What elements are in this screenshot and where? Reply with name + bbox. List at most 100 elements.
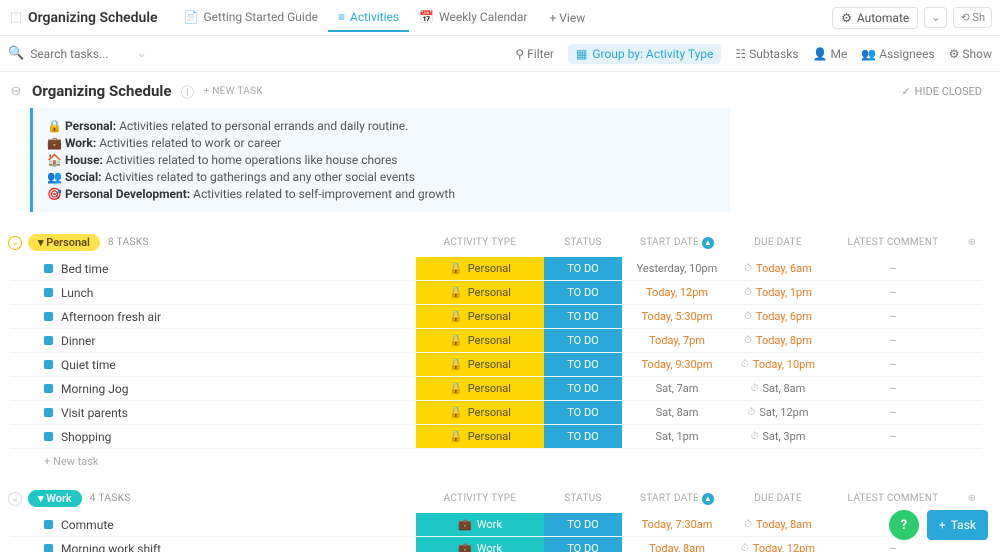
task-status-dot[interactable]: [44, 360, 53, 369]
start-date-cell[interactable]: Today, 7:30am: [622, 513, 732, 536]
task-status-dot[interactable]: [44, 408, 53, 417]
search-caret-icon[interactable]: ⌄: [136, 46, 147, 61]
task-row[interactable]: Dinner🔒PersonalTO DOToday, 7pm⏱Today, 8p…: [10, 329, 982, 353]
col-status[interactable]: STATUS: [544, 237, 622, 248]
group-collapse-toggle[interactable]: ⌄: [8, 236, 22, 250]
col-activity[interactable]: ACTIVITY TYPE: [416, 493, 544, 504]
status-cell[interactable]: TO DO: [544, 305, 622, 328]
task-status-dot[interactable]: [44, 312, 53, 321]
activity-type-cell[interactable]: 🔒Personal: [416, 401, 544, 424]
activity-type-cell[interactable]: 🔒Personal: [416, 305, 544, 328]
task-status-dot[interactable]: [44, 520, 53, 529]
info-icon[interactable]: ⓘ: [179, 83, 195, 99]
comment-cell[interactable]: –: [824, 425, 962, 448]
start-date-cell[interactable]: Sat, 8am: [622, 401, 732, 424]
task-name-cell[interactable]: Visit parents: [10, 401, 416, 424]
task-row[interactable]: Afternoon fresh air🔒PersonalTO DOToday, …: [10, 305, 982, 329]
task-status-dot[interactable]: [44, 288, 53, 297]
task-status-dot[interactable]: [44, 544, 53, 552]
col-comment[interactable]: LATEST COMMENT: [824, 237, 962, 248]
col-activity[interactable]: ACTIVITY TYPE: [416, 237, 544, 248]
status-cell[interactable]: TO DO: [544, 401, 622, 424]
task-name-cell[interactable]: Dinner: [10, 329, 416, 352]
expand-all-icon[interactable]: ⊖: [8, 83, 24, 99]
task-status-dot[interactable]: [44, 432, 53, 441]
share-button[interactable]: ⟲ Sh: [953, 7, 992, 28]
col-status[interactable]: STATUS: [544, 493, 622, 504]
task-name-cell[interactable]: Commute: [10, 513, 416, 536]
comment-cell[interactable]: –: [824, 353, 962, 376]
due-date-cell[interactable]: ⏱Today, 8pm: [732, 329, 824, 352]
comment-cell[interactable]: –: [824, 401, 962, 424]
due-date-cell[interactable]: ⏱Sat, 8am: [732, 377, 824, 400]
comment-cell[interactable]: –: [824, 281, 962, 304]
status-cell[interactable]: TO DO: [544, 513, 622, 536]
start-date-cell[interactable]: Sat, 7am: [622, 377, 732, 400]
add-column-button[interactable]: ⊕: [962, 237, 982, 248]
subtasks-button[interactable]: ☷ Subtasks: [735, 47, 798, 61]
task-row[interactable]: Lunch🔒PersonalTO DOToday, 12pm⏱Today, 1p…: [10, 281, 982, 305]
activity-type-cell[interactable]: 💼Work: [416, 513, 544, 536]
tab-weekly-calendar[interactable]: 📅Weekly Calendar: [409, 4, 537, 32]
assignees-button[interactable]: 👥 Assignees: [861, 47, 934, 61]
task-row[interactable]: Visit parents🔒PersonalTO DOSat, 8am⏱Sat,…: [10, 401, 982, 425]
task-name-cell[interactable]: Afternoon fresh air: [10, 305, 416, 328]
tab-activities[interactable]: ≡Activities: [328, 4, 409, 32]
due-date-cell[interactable]: ⏱Sat, 3pm: [732, 425, 824, 448]
task-name-cell[interactable]: Morning Jog: [10, 377, 416, 400]
activity-type-cell[interactable]: 🔒Personal: [416, 281, 544, 304]
task-row[interactable]: Morning Jog🔒PersonalTO DOSat, 7am⏱Sat, 8…: [10, 377, 982, 401]
status-cell[interactable]: TO DO: [544, 377, 622, 400]
status-cell[interactable]: TO DO: [544, 425, 622, 448]
col-start[interactable]: START DATE▲: [622, 493, 732, 505]
col-due[interactable]: DUE DATE: [732, 237, 824, 248]
task-status-dot[interactable]: [44, 264, 53, 273]
add-column-button[interactable]: ⊕: [962, 493, 982, 504]
status-cell[interactable]: TO DO: [544, 281, 622, 304]
task-status-dot[interactable]: [44, 336, 53, 345]
start-date-cell[interactable]: Today, 12pm: [622, 281, 732, 304]
automate-button[interactable]: ⚙ Automate: [832, 7, 918, 29]
add-task-row[interactable]: + New task: [10, 449, 982, 474]
status-cell[interactable]: TO DO: [544, 329, 622, 352]
help-fab[interactable]: ?: [889, 510, 919, 540]
start-date-cell[interactable]: Sat, 1pm: [622, 425, 732, 448]
comment-cell[interactable]: –: [824, 377, 962, 400]
activity-type-cell[interactable]: 🔒Personal: [416, 257, 544, 280]
me-button[interactable]: 👤 Me: [813, 47, 848, 61]
due-date-cell[interactable]: ⏱Today, 12pm: [732, 537, 824, 552]
status-cell[interactable]: TO DO: [544, 353, 622, 376]
due-date-cell[interactable]: ⏱Today, 8am: [732, 513, 824, 536]
task-row[interactable]: Shopping🔒PersonalTO DOSat, 1pm⏱Sat, 3pm–: [10, 425, 982, 449]
col-start[interactable]: START DATE▲: [622, 237, 732, 249]
search-input[interactable]: [30, 47, 130, 61]
col-comment[interactable]: LATEST COMMENT: [824, 493, 962, 504]
start-date-cell[interactable]: Today, 7pm: [622, 329, 732, 352]
activity-type-cell[interactable]: 🔒Personal: [416, 329, 544, 352]
start-date-cell[interactable]: Yesterday, 10pm: [622, 257, 732, 280]
due-date-cell[interactable]: ⏱Today, 6am: [732, 257, 824, 280]
groupby-pill[interactable]: ▦ Group by: Activity Type: [568, 44, 721, 64]
start-date-cell[interactable]: Today, 9:30pm: [622, 353, 732, 376]
comment-cell[interactable]: –: [824, 305, 962, 328]
status-cell[interactable]: TO DO: [544, 537, 622, 552]
task-status-dot[interactable]: [44, 384, 53, 393]
start-date-cell[interactable]: Today, 8am: [622, 537, 732, 552]
new-task-button[interactable]: + NEW TASK: [203, 86, 262, 97]
activity-type-cell[interactable]: 🔒Personal: [416, 425, 544, 448]
due-date-cell[interactable]: ⏱Sat, 12pm: [732, 401, 824, 424]
tab-getting-started-guide[interactable]: 📄Getting Started Guide: [174, 4, 328, 32]
task-row[interactable]: Morning work shift💼WorkTO DOToday, 8am⏱T…: [10, 537, 982, 552]
status-cell[interactable]: TO DO: [544, 257, 622, 280]
group-badge-work[interactable]: ▾ Work: [28, 490, 82, 507]
task-row[interactable]: Commute💼WorkTO DOToday, 7:30am⏱Today, 8a…: [10, 513, 982, 537]
col-due[interactable]: DUE DATE: [732, 493, 824, 504]
group-collapse-toggle[interactable]: ⌄: [8, 492, 22, 506]
task-row[interactable]: Bed time🔒PersonalTO DOYesterday, 10pm⏱To…: [10, 257, 982, 281]
due-date-cell[interactable]: ⏱Today, 1pm: [732, 281, 824, 304]
task-name-cell[interactable]: Shopping: [10, 425, 416, 448]
due-date-cell[interactable]: ⏱Today, 6pm: [732, 305, 824, 328]
comment-cell[interactable]: –: [824, 329, 962, 352]
new-task-fab[interactable]: + Task: [927, 510, 988, 540]
activity-type-cell[interactable]: 💼Work: [416, 537, 544, 552]
